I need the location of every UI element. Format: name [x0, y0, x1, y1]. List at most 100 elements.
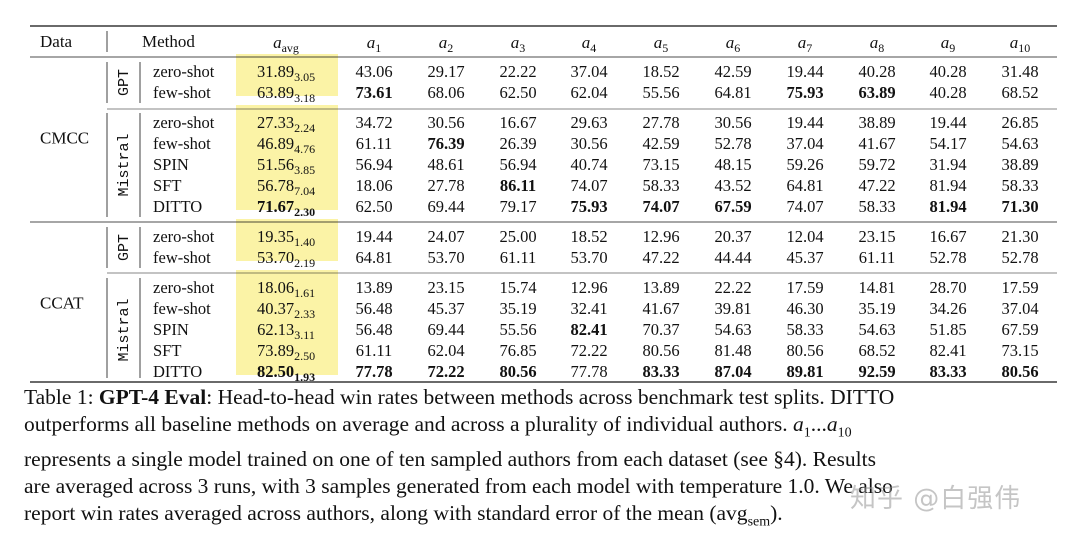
avg-highlight-1 [236, 105, 338, 210]
value-cell: 80.56 [499, 362, 536, 381]
value-cell: 72.22 [570, 341, 607, 360]
value-cell: 61.11 [356, 341, 393, 360]
value-cell: 13.89 [355, 278, 392, 297]
header-author-1: a1 [367, 33, 382, 55]
value-cell: 51.85 [929, 320, 966, 339]
value-cell: 68.06 [427, 83, 464, 102]
caption-math-a1-sub: 1 [803, 424, 811, 440]
value-cell: 37.04 [786, 134, 823, 153]
avg-cell: 31.893.05 [257, 62, 315, 84]
value-cell: 19.44 [786, 62, 823, 81]
value-cell: 16.67 [929, 227, 966, 246]
header-author-10: a10 [1010, 33, 1031, 55]
value-cell: 59.72 [858, 155, 895, 174]
value-cell: 27.78 [427, 176, 464, 195]
method-label: DITTO [153, 197, 202, 216]
value-cell: 64.81 [786, 176, 823, 195]
value-cell: 67.59 [1001, 320, 1038, 339]
value-cell: 81.94 [929, 176, 966, 195]
value-cell: 35.19 [858, 299, 895, 318]
value-cell: 43.06 [355, 62, 392, 81]
caption-avg-sub: sem [747, 513, 771, 529]
value-cell: 58.33 [858, 197, 895, 216]
value-cell: 61.11 [356, 134, 393, 153]
avg-cell: 63.893.18 [257, 83, 315, 105]
value-cell: 59.26 [786, 155, 823, 174]
value-cell: 64.81 [355, 248, 392, 267]
value-cell: 18.06 [355, 176, 392, 195]
value-cell: 83.33 [929, 362, 966, 381]
value-cell: 13.89 [642, 278, 679, 297]
caption-line2-text: outperforms all baseline methods on aver… [24, 411, 788, 436]
method-label: few-shot [153, 83, 211, 102]
value-cell: 35.19 [499, 299, 536, 318]
method-label: few-shot [153, 248, 211, 267]
value-cell: 40.28 [929, 62, 966, 81]
header-author-5: a5 [654, 33, 669, 55]
caption-line5-end: ). [770, 500, 783, 525]
value-cell: 31.94 [929, 155, 966, 174]
avg-highlight-3 [236, 270, 338, 375]
value-cell: 68.52 [1001, 83, 1038, 102]
value-cell: 16.67 [499, 113, 536, 132]
value-cell: 17.59 [786, 278, 823, 297]
value-cell: 79.17 [499, 197, 536, 216]
method-label: DITTO [153, 362, 202, 381]
value-cell: 76.85 [499, 341, 536, 360]
value-cell: 73.15 [1001, 341, 1038, 360]
value-cell: 24.07 [427, 227, 464, 246]
value-cell: 86.11 [500, 176, 536, 195]
avg-cell: 73.892.50 [257, 341, 315, 363]
value-cell: 80.56 [786, 341, 823, 360]
method-label: few-shot [153, 299, 211, 318]
value-cell: 55.56 [642, 83, 679, 102]
value-cell: 55.56 [499, 320, 536, 339]
value-cell: 82.41 [929, 341, 966, 360]
value-cell: 62.50 [499, 83, 536, 102]
value-cell: 92.59 [858, 362, 895, 381]
caption-title: GPT-4 Eval [98, 385, 207, 409]
avg-cell: 40.372.33 [257, 299, 315, 321]
caption-label: Table 1: [24, 385, 94, 409]
value-cell: 52.78 [929, 248, 966, 267]
value-cell: 15.74 [499, 278, 536, 297]
avg-cell: 56.787.04 [257, 176, 315, 198]
value-cell: 19.44 [786, 113, 823, 132]
value-cell: 77.78 [355, 362, 392, 381]
value-cell: 74.07 [570, 176, 607, 195]
value-cell: 62.04 [427, 341, 464, 360]
avg-cell: 51.563.85 [257, 155, 315, 177]
value-cell: 52.78 [1001, 248, 1038, 267]
avg-cell: 82.501.93 [257, 362, 315, 384]
value-cell: 69.44 [427, 320, 464, 339]
caption-line-3: represents a single model trained on one… [24, 447, 876, 472]
value-cell: 34.26 [929, 299, 966, 318]
caption-line-1: Table 1: GPT-4 Eval: Head-to-head win ra… [24, 384, 1064, 411]
avg-cell: 19.351.40 [257, 227, 315, 249]
header-method: Method [142, 32, 195, 51]
value-cell: 12.04 [786, 227, 823, 246]
avg-highlight-2 [236, 219, 338, 261]
value-cell: 32.41 [570, 299, 607, 318]
value-cell: 39.81 [714, 299, 751, 318]
value-cell: 44.44 [714, 248, 751, 267]
value-cell: 40.74 [570, 155, 607, 174]
value-cell: 54.63 [714, 320, 751, 339]
value-cell: 77.78 [570, 362, 607, 381]
value-cell: 41.67 [858, 134, 895, 153]
value-cell: 80.56 [642, 341, 679, 360]
value-cell: 67.59 [714, 197, 751, 216]
value-cell: 62.04 [570, 83, 607, 102]
value-cell: 27.78 [642, 113, 679, 132]
value-cell: 45.37 [427, 299, 464, 318]
value-cell: 83.33 [642, 362, 679, 381]
value-cell: 70.37 [642, 320, 679, 339]
value-cell: 45.37 [786, 248, 823, 267]
value-cell: 47.22 [642, 248, 679, 267]
method-label: zero-shot [153, 227, 215, 246]
value-cell: 29.17 [427, 62, 464, 81]
header-author-7: a7 [798, 33, 813, 55]
value-cell: 68.52 [858, 341, 895, 360]
value-cell: 26.39 [499, 134, 536, 153]
